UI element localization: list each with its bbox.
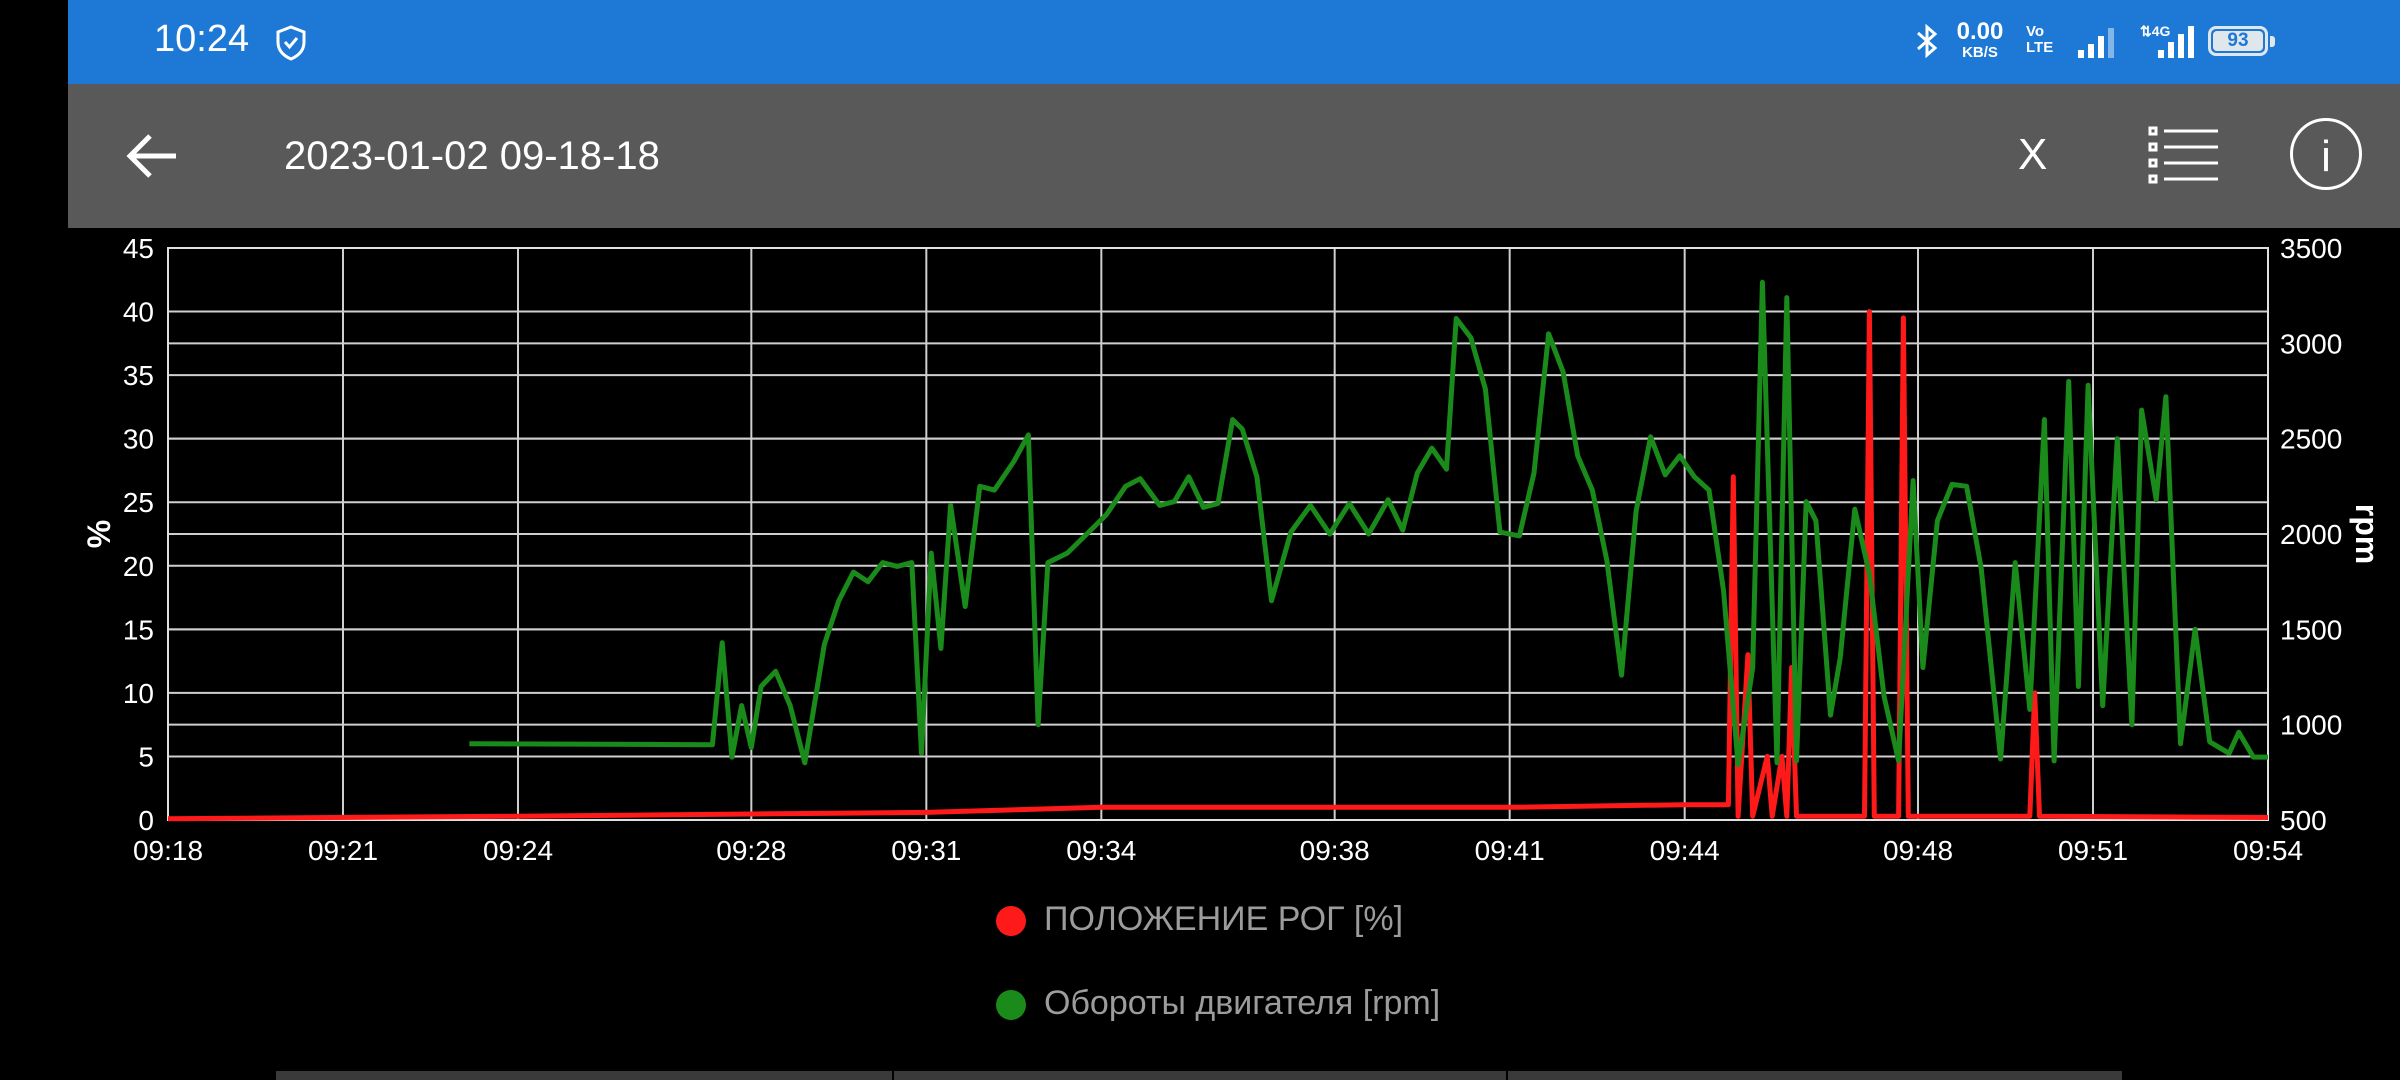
left-edge-strip	[0, 0, 68, 1080]
y-left-tick-label: 15	[123, 614, 154, 645]
y-right-tick-label: 3000	[2280, 328, 2342, 359]
svg-text:⇅4G: ⇅4G	[2140, 23, 2171, 39]
legend-label-throttle: ПОЛОЖЕНИЕ РОГ [%]	[1044, 900, 1404, 938]
battery-level: 93	[2227, 30, 2249, 51]
y-left-tick-label: 35	[123, 360, 154, 391]
info-icon[interactable]: i	[2290, 118, 2362, 190]
x-tick-label: 09:44	[1650, 835, 1720, 866]
x-tick-label: 09:31	[891, 835, 961, 866]
volte-indicator: Vo LTE	[2026, 23, 2054, 56]
scroll-segment[interactable]	[276, 1071, 892, 1080]
network-speed-value: 0.00	[1956, 18, 2004, 45]
y-left-tick-label: 30	[123, 424, 154, 455]
status-bar: 10:24	[68, 0, 2400, 84]
shield-check-icon	[276, 25, 306, 61]
legend-dot-red	[996, 906, 1026, 936]
battery-icon: 93	[2208, 26, 2275, 56]
y-right-tick-label: 3500	[2280, 233, 2342, 264]
y-right-tick-label: 500	[2280, 805, 2327, 836]
network-speed: 0.00 KB/S	[1950, 18, 2010, 61]
status-time: 10:24	[154, 18, 250, 60]
y-left-tick-label: 45	[123, 233, 154, 264]
legend-label-rpm: Обороты двигателя [rpm]	[1044, 984, 1441, 1022]
y-left-tick-label: 40	[123, 297, 154, 328]
chart[interactable]: 0 5 10 15 20 25 30 35 40 45 500 1000 1500 2000 2500 300…	[0, 228, 2400, 908]
x-tick-label: 09:34	[1066, 835, 1136, 866]
y-right-tick-label: 1500	[2280, 614, 2342, 645]
scroll-segment[interactable]	[894, 1071, 1506, 1080]
x-tick-label: 09:54	[2233, 835, 2303, 866]
signal-icon	[2078, 28, 2114, 58]
y-right-tick-label: 2500	[2280, 424, 2342, 455]
x-tick-label: 09:18	[133, 835, 203, 866]
x-tick-label: 09:48	[1883, 835, 1953, 866]
x-tick-label: 09:38	[1300, 835, 1370, 866]
back-arrow-icon[interactable]	[124, 128, 180, 184]
y-left-tick-label: 0	[138, 805, 154, 836]
x-tick-label: 09:28	[716, 835, 786, 866]
x-tick-label: 09:51	[2058, 835, 2128, 866]
x-tick-label: 09:41	[1475, 835, 1545, 866]
page-title: 2023-01-02 09-18-18	[284, 134, 660, 178]
bluetooth-icon	[1917, 23, 1938, 59]
y-right-tick-label: 2000	[2280, 519, 2342, 550]
series-line-rpm	[469, 279, 2268, 768]
scroll-segment[interactable]	[1508, 1071, 2122, 1080]
list-icon[interactable]	[2148, 124, 2220, 186]
x-tick-label: 09:21	[308, 835, 378, 866]
toolbar: 2023-01-02 09-18-18 X i	[68, 84, 2400, 228]
x-axis-button[interactable]: X	[2018, 130, 2048, 179]
y-left-axis-label: %	[81, 520, 117, 548]
y-left-tick-label: 5	[138, 741, 154, 772]
signal-4g-icon: ⇅4G	[2140, 23, 2194, 58]
info-glyph: i	[2321, 132, 2331, 181]
y-left-tick-label: 20	[123, 551, 154, 582]
legend-dot-green	[996, 990, 1026, 1020]
y-right-axis-label: rpm	[2349, 504, 2385, 564]
network-speed-unit: KB/S	[1962, 44, 1998, 61]
plot-border	[167, 247, 2269, 821]
y-right-tick-label: 1000	[2280, 710, 2342, 741]
x-tick-label: 09:24	[483, 835, 553, 866]
y-left-tick-label: 10	[123, 678, 154, 709]
y-left-tick-label: 25	[123, 487, 154, 518]
series-line-throttle	[167, 309, 2269, 822]
